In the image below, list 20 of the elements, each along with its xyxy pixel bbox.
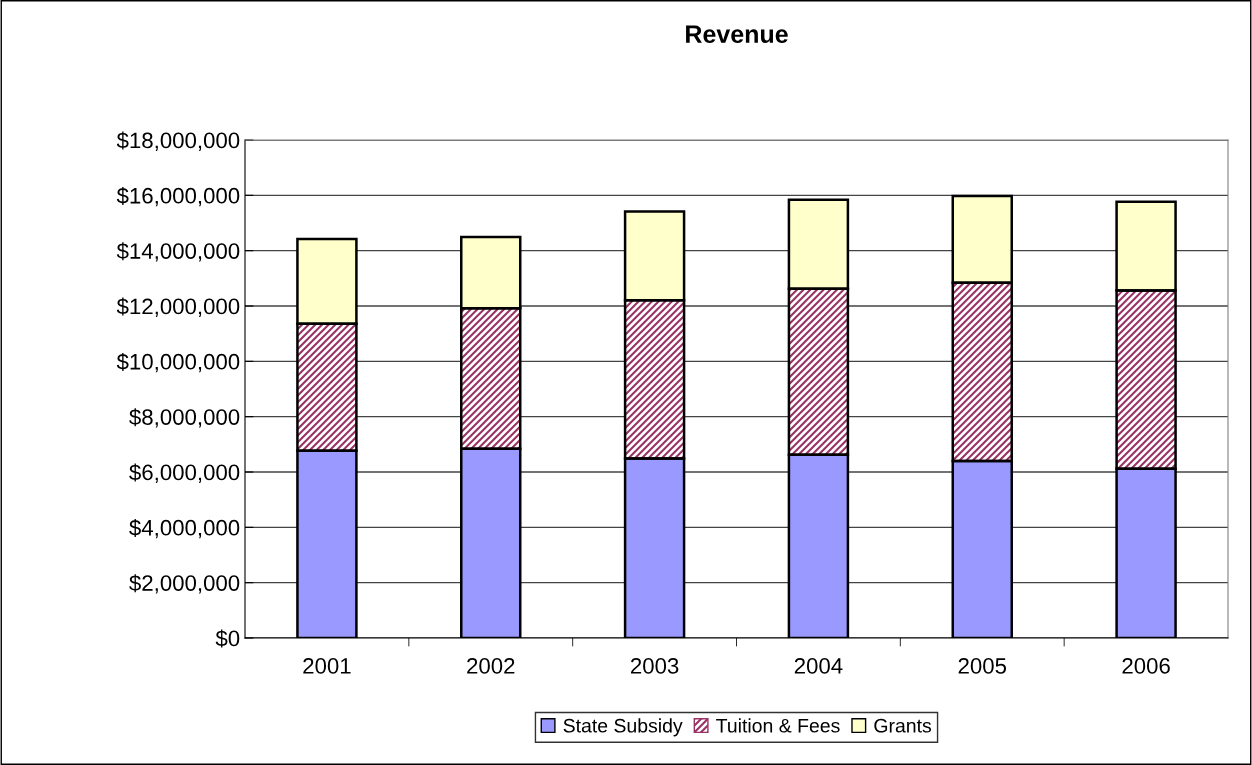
x-tick-label: 2003 xyxy=(630,658,679,674)
y-tick-label: $14,000,000 xyxy=(116,242,240,262)
y-tick-label: $8,000,000 xyxy=(129,408,240,428)
y-tick-label: $6,000,000 xyxy=(129,463,240,483)
y-tick-label: $4,000,000 xyxy=(129,518,240,539)
y-tick-label: $0 xyxy=(215,629,240,648)
y-tick-label: $12,000,000 xyxy=(116,297,240,317)
y-tick-label: $18,000,000 xyxy=(116,131,240,151)
x-tick-label: 2004 xyxy=(794,658,843,674)
chart-title: Revenue xyxy=(686,25,788,44)
x-tick-label: 2001 xyxy=(303,658,351,674)
legend-label: Tuition & Fees xyxy=(716,718,840,733)
y-tick-label: $10,000,000 xyxy=(116,352,240,373)
y-tick-label: $16,000,000 xyxy=(116,186,240,207)
x-tick-label: 2002 xyxy=(467,658,515,674)
y-tick-label: $2,000,000 xyxy=(129,574,240,594)
x-tick-label: 2005 xyxy=(958,658,1007,674)
legend-label: State Subsidy xyxy=(563,718,683,737)
legend-label: Grants xyxy=(874,718,932,733)
x-tick-label: 2006 xyxy=(1122,658,1170,674)
